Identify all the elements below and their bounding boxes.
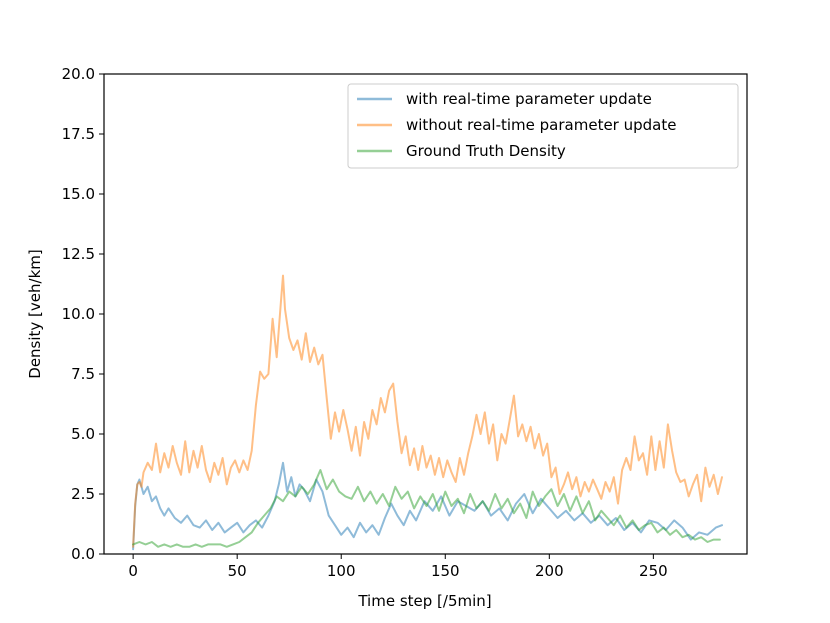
x-axis-label: Time step [/5min] xyxy=(357,592,491,610)
x-tick-label: 100 xyxy=(327,562,356,580)
x-tick-label: 200 xyxy=(535,562,564,580)
series-without-update-line xyxy=(132,274,723,548)
legend-box xyxy=(347,83,739,169)
y-tick-label: 15.0 xyxy=(62,185,95,203)
y-axis-label: Density [veh/km] xyxy=(26,249,44,378)
x-tick-label: 0 xyxy=(128,562,138,580)
y-tick-label: 7.5 xyxy=(71,365,95,383)
legend-entry-with-update-label: with real-time parameter update xyxy=(406,90,652,108)
series-layer xyxy=(132,274,723,551)
series-ground-truth-line xyxy=(132,469,721,548)
x-tick-label: 150 xyxy=(431,562,460,580)
legend: with real-time parameter update without r… xyxy=(347,83,739,169)
x-axis: 0 50 100 150 200 250 xyxy=(128,554,668,580)
y-tick-label: 10.0 xyxy=(62,305,95,323)
y-tick-label: 0.0 xyxy=(71,545,95,563)
y-axis: 0.0 2.5 5.0 7.5 10.0 12.5 15.0 17.5 20.0 xyxy=(62,65,104,563)
y-tick-label: 20.0 xyxy=(62,65,95,83)
x-tick-label: 50 xyxy=(228,562,247,580)
y-tick-label: 2.5 xyxy=(71,485,95,503)
x-tick-label: 250 xyxy=(639,562,668,580)
y-tick-label: 12.5 xyxy=(62,245,95,263)
legend-entry-without-update-label: without real-time parameter update xyxy=(406,116,676,134)
y-tick-label: 17.5 xyxy=(62,125,95,143)
y-tick-label: 5.0 xyxy=(71,425,95,443)
legend-entry-ground-truth-label: Ground Truth Density xyxy=(406,142,566,160)
